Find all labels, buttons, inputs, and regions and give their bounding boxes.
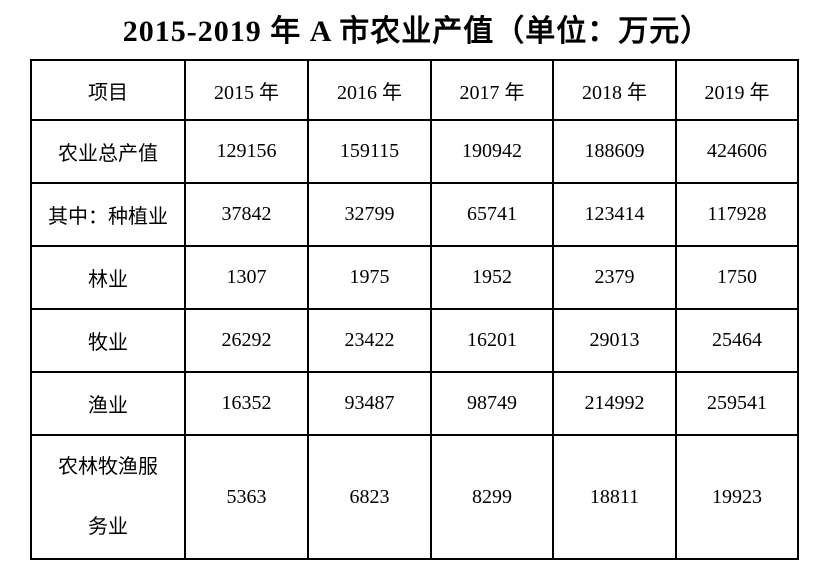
table-cell: 117928 (675, 182, 799, 247)
table-cell: 26292 (184, 308, 309, 373)
table-row-planting: 其中：种植业 37842 32799 65741 123414 117928 (30, 182, 799, 247)
table-row-husbandry: 牧业 26292 23422 16201 29013 25464 (30, 308, 799, 373)
table-cell: 1307 (184, 245, 309, 310)
header-cell-2015: 2015 年 (184, 59, 309, 121)
table-row-fishery: 渔业 16352 93487 98749 214992 259541 (30, 371, 799, 436)
row-label: 农业总产值 (30, 119, 186, 184)
row-label: 林业 (30, 245, 186, 310)
header-cell-item: 项目 (30, 59, 186, 121)
table-cell: 23422 (307, 308, 432, 373)
row-label: 牧业 (30, 308, 186, 373)
table-cell: 6823 (307, 434, 432, 560)
row-label: 渔业 (30, 371, 186, 436)
table-cell: 16352 (184, 371, 309, 436)
table-cell: 1975 (307, 245, 432, 310)
header-cell-2019: 2019 年 (675, 59, 799, 121)
table-row-total: 农业总产值 129156 159115 190942 188609 424606 (30, 119, 799, 184)
table-cell: 424606 (675, 119, 799, 184)
table-header-row: 项目 2015 年 2016 年 2017 年 2018 年 2019 年 (30, 59, 799, 121)
table-cell: 2379 (552, 245, 677, 310)
table-cell: 159115 (307, 119, 432, 184)
table-cell: 188609 (552, 119, 677, 184)
table-row-forestry: 林业 1307 1975 1952 2379 1750 (30, 245, 799, 310)
table-cell: 29013 (552, 308, 677, 373)
table-cell: 5363 (184, 434, 309, 560)
header-cell-2016: 2016 年 (307, 59, 432, 121)
table-cell: 1952 (430, 245, 554, 310)
header-cell-2018: 2018 年 (552, 59, 677, 121)
table-cell: 1750 (675, 245, 799, 310)
table-cell: 8299 (430, 434, 554, 560)
table-cell: 123414 (552, 182, 677, 247)
table-cell: 37842 (184, 182, 309, 247)
table-cell: 98749 (430, 371, 554, 436)
table-cell: 32799 (307, 182, 432, 247)
table-cell: 190942 (430, 119, 554, 184)
row-label: 其中：种植业 (30, 182, 186, 247)
table-cell: 18811 (552, 434, 677, 560)
row-label: 农林牧渔服 务业 (30, 434, 186, 560)
table-cell: 19923 (675, 434, 799, 560)
agri-output-table: 项目 2015 年 2016 年 2017 年 2018 年 2019 年 农业… (30, 59, 799, 560)
table-cell: 65741 (430, 182, 554, 247)
table-cell: 93487 (307, 371, 432, 436)
table-cell: 214992 (552, 371, 677, 436)
table-row-services: 农林牧渔服 务业 5363 6823 8299 18811 19923 (30, 434, 799, 560)
table-cell: 129156 (184, 119, 309, 184)
page-title: 2015-2019 年 A 市农业产值（单位：万元） (122, 15, 712, 48)
table-cell: 25464 (675, 308, 799, 373)
table-cell: 16201 (430, 308, 554, 373)
table-cell: 259541 (675, 371, 799, 436)
header-cell-2017: 2017 年 (430, 59, 554, 121)
